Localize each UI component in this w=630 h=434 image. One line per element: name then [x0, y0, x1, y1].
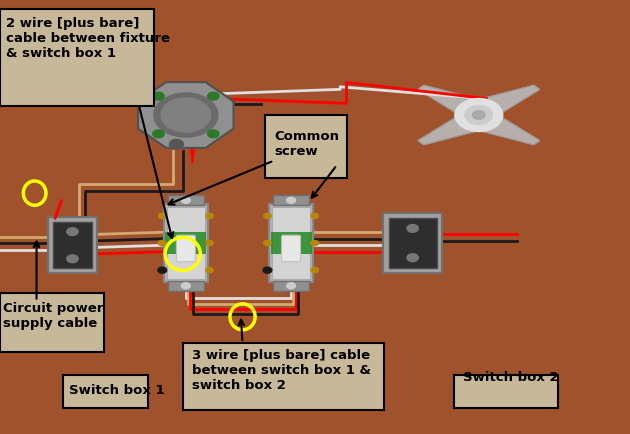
Text: Switch box 1: Switch box 1 — [69, 384, 165, 397]
Bar — [271, 232, 311, 254]
FancyBboxPatch shape — [63, 375, 148, 408]
Circle shape — [181, 197, 190, 203]
Circle shape — [455, 99, 503, 132]
Circle shape — [311, 240, 319, 246]
FancyBboxPatch shape — [168, 280, 204, 291]
Circle shape — [205, 267, 213, 273]
FancyBboxPatch shape — [166, 207, 205, 279]
Circle shape — [153, 130, 164, 138]
Circle shape — [207, 130, 219, 138]
FancyBboxPatch shape — [265, 115, 346, 178]
Circle shape — [287, 283, 295, 289]
Circle shape — [311, 267, 319, 273]
Polygon shape — [483, 118, 540, 145]
Circle shape — [407, 224, 418, 232]
Circle shape — [154, 93, 218, 137]
Circle shape — [264, 267, 271, 273]
Circle shape — [263, 267, 272, 273]
Polygon shape — [138, 82, 234, 148]
Circle shape — [465, 105, 493, 125]
Circle shape — [158, 267, 166, 273]
Circle shape — [287, 197, 295, 203]
FancyBboxPatch shape — [164, 204, 207, 282]
Circle shape — [205, 214, 213, 219]
Polygon shape — [483, 85, 540, 112]
Circle shape — [161, 98, 210, 132]
Text: 2 wire [plus bare]
cable between fixture
& switch box 1: 2 wire [plus bare] cable between fixture… — [6, 17, 170, 60]
FancyBboxPatch shape — [273, 195, 309, 206]
Text: Circuit power
supply cable: Circuit power supply cable — [3, 302, 103, 330]
Circle shape — [158, 240, 166, 246]
Circle shape — [158, 267, 166, 273]
Circle shape — [205, 240, 213, 246]
FancyBboxPatch shape — [272, 207, 310, 279]
Circle shape — [67, 228, 78, 236]
Circle shape — [67, 255, 78, 263]
Circle shape — [207, 92, 219, 100]
FancyBboxPatch shape — [270, 204, 313, 282]
Circle shape — [264, 214, 271, 219]
FancyBboxPatch shape — [48, 217, 98, 273]
Circle shape — [407, 254, 418, 262]
Polygon shape — [418, 85, 474, 112]
Bar — [165, 232, 206, 254]
Text: 3 wire [plus bare] cable
between switch box 1 &
switch box 2: 3 wire [plus bare] cable between switch … — [192, 349, 371, 392]
Circle shape — [158, 214, 166, 219]
FancyBboxPatch shape — [282, 235, 301, 262]
Text: Switch box 2: Switch box 2 — [463, 371, 559, 384]
Circle shape — [311, 214, 319, 219]
FancyBboxPatch shape — [176, 235, 195, 262]
Circle shape — [264, 240, 271, 246]
FancyBboxPatch shape — [183, 343, 384, 410]
Text: Common
screw: Common screw — [274, 130, 339, 158]
Circle shape — [153, 92, 164, 100]
FancyBboxPatch shape — [168, 195, 204, 206]
FancyBboxPatch shape — [389, 218, 437, 268]
FancyBboxPatch shape — [54, 222, 92, 268]
FancyBboxPatch shape — [383, 213, 442, 273]
FancyBboxPatch shape — [0, 293, 104, 352]
FancyBboxPatch shape — [0, 9, 154, 106]
Circle shape — [472, 111, 485, 119]
FancyBboxPatch shape — [454, 375, 558, 408]
Polygon shape — [418, 118, 474, 145]
Circle shape — [169, 139, 183, 149]
Circle shape — [181, 283, 190, 289]
FancyBboxPatch shape — [273, 280, 309, 291]
